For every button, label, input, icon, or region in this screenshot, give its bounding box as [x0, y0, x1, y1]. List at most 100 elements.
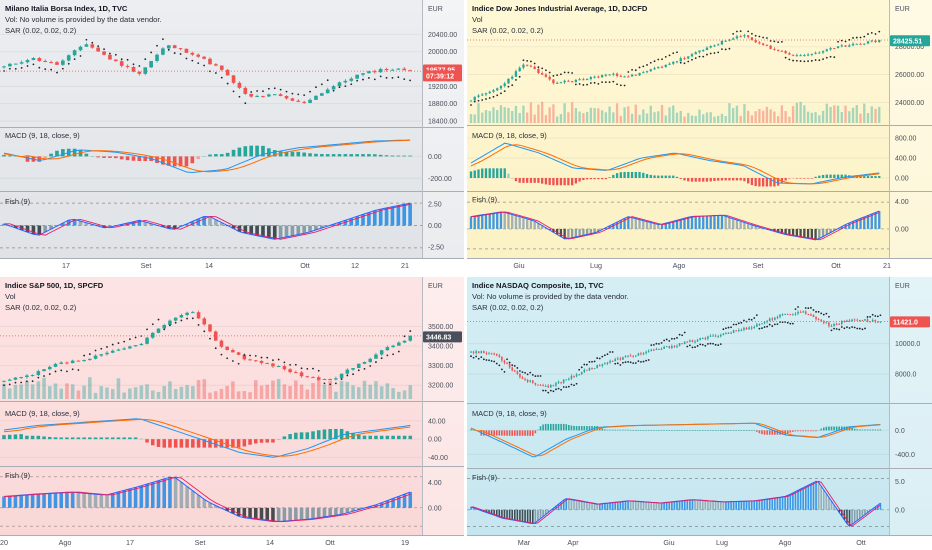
fisher-histogram-bar	[529, 219, 533, 229]
fisher-histogram-bar	[591, 503, 593, 510]
candle-body	[637, 353, 640, 356]
sar-dot	[315, 86, 317, 89]
currency-label: EUR	[895, 283, 910, 290]
fisher-histogram-bar	[719, 501, 722, 510]
macd-histogram-bar	[866, 176, 870, 178]
fisher-histogram-bar	[861, 509, 864, 517]
macd-histogram-bar	[402, 155, 407, 157]
sar-dot	[496, 94, 499, 97]
sar-dot	[488, 97, 491, 99]
sar-dot	[144, 58, 147, 61]
macd-histogram-bar	[168, 439, 172, 448]
candle-body	[629, 355, 632, 357]
macd-histogram-bar	[818, 175, 821, 178]
volume-bar	[76, 390, 81, 399]
fisher-histogram-bar	[473, 215, 476, 229]
candle-body	[606, 362, 609, 364]
price-tick-label: 8000.0	[895, 372, 917, 379]
fisher-histogram-bar	[178, 225, 183, 227]
macd-histogram-bar	[472, 429, 475, 431]
candle-body	[542, 385, 544, 387]
ftse-mib-chart-canvas[interactable]: 20400.0020000.0019200.0018800.0018400.00…	[0, 0, 464, 273]
fisher-label: Fish (9)	[5, 197, 31, 206]
sar-dot	[856, 327, 859, 330]
fisher-histogram-bar	[709, 215, 712, 229]
sar-dot	[267, 87, 270, 90]
fisher-trigger-line	[471, 480, 881, 527]
fisher-histogram-bar	[747, 223, 750, 229]
fisher-histogram-bar	[331, 224, 336, 226]
candle-body	[379, 350, 384, 355]
candle-body	[799, 55, 802, 57]
candle-body	[84, 44, 89, 47]
fisher-histogram-bar	[870, 214, 873, 229]
sar-dot	[470, 104, 472, 106]
sar-dot	[694, 57, 697, 60]
macd-histogram-bar	[314, 153, 318, 157]
candle-body	[76, 360, 81, 362]
candle-body	[642, 353, 645, 355]
candle-body	[753, 326, 756, 329]
time-tick-label: Mar	[518, 538, 531, 547]
sar-dot	[597, 82, 600, 85]
price-tag-last	[890, 35, 930, 47]
macd-tick-label: -40.00	[428, 455, 448, 462]
macd-histogram-bar	[384, 155, 389, 157]
fisher-histogram-bar	[506, 509, 508, 520]
volume-bar	[368, 384, 372, 399]
candle-body	[840, 45, 843, 47]
volume-bar	[597, 108, 600, 123]
candle-body	[583, 369, 586, 373]
fisher-histogram-bar	[658, 502, 660, 510]
fisher-histogram-bar	[278, 225, 283, 239]
candle-body	[835, 323, 838, 325]
chart-ftse-mib[interactable]: 20400.00 20000.00 19200.00 18800.00 18400.00…	[0, 0, 464, 273]
fisher-histogram-bar	[390, 206, 395, 226]
macd-histogram-bar	[629, 429, 632, 431]
candle-body	[802, 311, 804, 313]
macd-histogram-bar	[133, 437, 138, 440]
fisher-histogram-bar	[499, 211, 503, 229]
macd-histogram-bar	[61, 149, 65, 157]
macd-histogram-bar	[53, 437, 58, 440]
sar-dot	[71, 368, 74, 371]
volume-bar	[236, 391, 241, 399]
macd-histogram-bar	[302, 152, 306, 157]
fisher-histogram-bar	[219, 222, 224, 226]
volume-bar	[254, 380, 258, 399]
chart-nasdaq[interactable]: 10000.0 8000.0 EUR 11421.0 0.0 -400.0 5.0 0.0 Ma…	[467, 277, 932, 550]
volume-bar	[316, 378, 321, 399]
candle-body	[480, 351, 483, 354]
candle-body	[537, 384, 539, 386]
fisher-histogram-bar	[619, 220, 622, 229]
fisher-histogram-bar	[812, 482, 815, 510]
sar-dot	[664, 55, 667, 58]
macd-histogram-bar	[555, 423, 557, 431]
sar-dot	[771, 325, 774, 327]
sp500-chart-canvas[interactable]: 3500.003400.003300.003200.00EUR3446.8340…	[0, 277, 464, 550]
chart-dow-jones[interactable]: 28000.00 26000.00 24000.00 EUR 28425.51 800.0…	[467, 0, 932, 273]
sar-dot	[878, 30, 881, 33]
fisher-histogram-bar	[859, 218, 862, 229]
macd-histogram-bar	[694, 430, 696, 431]
dow-jones-chart-canvas[interactable]: 28000.0026000.0024000.00EUR28425.51800.0…	[467, 0, 932, 273]
fisher-histogram-bar	[675, 220, 679, 229]
macd-histogram-bar	[815, 430, 817, 432]
time-tick-label: Ago	[59, 538, 72, 547]
fisher-histogram-bar	[833, 504, 835, 510]
sar-dot	[134, 336, 137, 339]
price-tick-label: 10000.0	[895, 341, 920, 348]
chart-sp500[interactable]: 3500.00 3400.00 3300.00 3200.00 EUR 3446.83 40…	[0, 277, 464, 550]
fisher-histogram-bar	[328, 507, 332, 517]
sar-dot	[869, 315, 872, 318]
sar-dot	[709, 342, 712, 345]
sar-dot	[722, 328, 725, 331]
macd-histogram-bar	[372, 154, 377, 157]
fisher-histogram-bar	[208, 502, 212, 508]
candle-body	[699, 338, 701, 341]
fisher-histogram-bar	[588, 502, 591, 510]
sar-dot	[94, 349, 97, 352]
candle-body	[855, 43, 858, 45]
nasdaq-chart-canvas[interactable]: 10000.08000.0EUR11421.00.0-400.05.00.0Ma…	[467, 277, 932, 550]
sar-dot	[629, 361, 632, 364]
